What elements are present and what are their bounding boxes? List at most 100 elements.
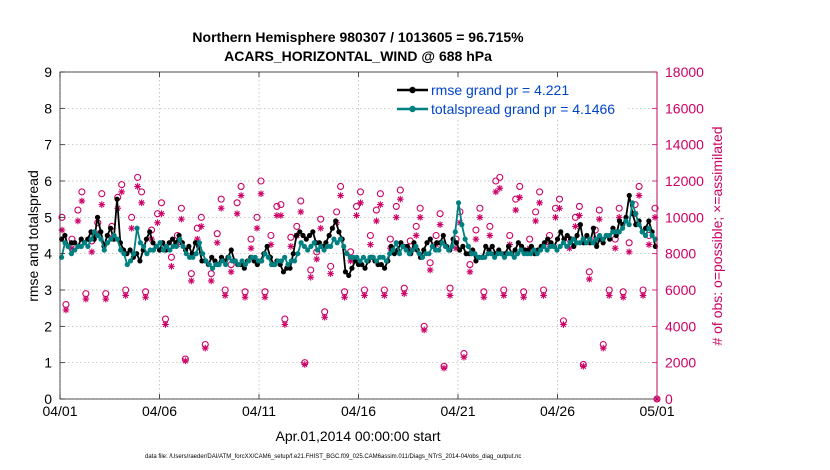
assimilated-obs-marker	[297, 208, 305, 216]
chart-subtitle: ACARS_HORIZONTAL_WIND @ 688 hPa	[224, 48, 492, 64]
x-tick-label: 05/01	[639, 403, 674, 419]
totalspread-point	[305, 247, 311, 253]
totalspread-point	[564, 243, 570, 249]
assimilated-obs-marker	[536, 199, 543, 207]
assimilated-obs-stroke	[381, 292, 388, 299]
x-axis-label: Apr.01,2014 00:00:00 start	[275, 428, 440, 444]
possible-obs-marker	[273, 202, 281, 210]
totalspread-point	[551, 243, 557, 249]
totalspread-point	[577, 240, 583, 246]
rmse-point	[362, 265, 368, 271]
rmse-point	[137, 258, 143, 264]
possible-obs-marker	[472, 226, 480, 234]
assimilated-obs-marker	[197, 223, 205, 230]
totalspread-point	[301, 243, 307, 249]
legend-box	[393, 79, 628, 119]
rmse-point	[98, 229, 104, 235]
totalspread-point	[183, 251, 189, 257]
legend-spread-label: totalspread grand pr = 4.1466	[431, 101, 615, 117]
assimilated-obs-stroke	[134, 183, 141, 190]
rmse-point	[346, 272, 352, 279]
totalspread-point	[150, 247, 157, 253]
assimilated-obs-stroke	[413, 232, 419, 239]
legend: rmse grand pr = 4.221 totalspread grand …	[393, 79, 628, 119]
totalspread-point	[370, 254, 376, 260]
assimilated-obs-stroke	[208, 278, 215, 284]
assimilated-obs-stroke	[158, 210, 165, 217]
assimilated-obs-marker	[532, 217, 539, 225]
totalspread-point	[91, 229, 98, 235]
rmse-point	[333, 218, 339, 224]
assimilated-obs-marker	[377, 201, 384, 208]
totalspread-point	[465, 243, 471, 249]
assimilated-obs-stroke	[59, 227, 65, 233]
totalspread-point	[396, 251, 403, 257]
x-tick-label: 04/06	[142, 403, 177, 419]
assimilated-obs-marker	[118, 188, 125, 196]
rmse-point	[453, 240, 459, 246]
totalspread-point	[118, 247, 124, 253]
assimilated-obs-marker	[168, 263, 175, 270]
assimilated-obs-stroke	[626, 249, 632, 255]
totalspread-point	[206, 261, 212, 268]
totalspread-point	[85, 243, 91, 249]
totalspread-point	[144, 251, 150, 257]
y2-tick-label: 18000	[665, 64, 704, 80]
x-tick-label: 04/16	[341, 403, 376, 419]
assimilated-obs-stroke	[516, 194, 523, 201]
assimilated-obs-marker	[62, 306, 70, 314]
error-series	[59, 192, 658, 279]
totalspread-point	[134, 225, 140, 231]
assimilated-obs-stroke	[79, 198, 85, 204]
possible-obs-marker	[237, 182, 245, 190]
possible-obs-marker	[293, 222, 301, 230]
assimilated-obs-stroke	[313, 256, 320, 262]
totalspread-point	[239, 258, 245, 264]
assimilated-obs-stroke	[397, 196, 404, 202]
rmse-point	[72, 240, 78, 246]
possible-obs-marker	[138, 188, 146, 196]
totalspread-point	[154, 243, 160, 249]
assimilated-obs-stroke	[337, 192, 344, 199]
totalspread-point	[265, 254, 271, 260]
assimilated-obs-marker	[576, 212, 583, 219]
possible-obs-marker	[187, 270, 195, 278]
assimilated-obs-stroke	[341, 294, 348, 301]
totalspread-point	[616, 229, 622, 235]
totalspread-point	[511, 254, 517, 260]
possible-obs-marker	[193, 224, 201, 232]
totalspread-point	[531, 247, 537, 253]
assimilated-obs-marker	[416, 214, 424, 221]
totalspread-point	[541, 243, 547, 249]
totalspread-point	[262, 251, 268, 257]
assimilated-obs-marker	[158, 210, 165, 217]
totalspread-point	[121, 251, 127, 257]
possible-obs-marker	[571, 213, 579, 221]
totalspread-point	[124, 261, 130, 268]
possible-obs-marker	[213, 230, 221, 238]
possible-obs-marker	[207, 270, 215, 278]
y-tick-label: 2	[44, 318, 52, 334]
possible-obs-marker	[651, 204, 659, 212]
x-tick-label: 04/11	[242, 403, 276, 419]
possible-obs-marker	[157, 199, 166, 207]
possible-obs-marker	[426, 259, 434, 267]
rmse-point	[329, 225, 336, 231]
possible-obs-marker	[307, 266, 315, 274]
assimilated-obs-marker	[540, 292, 547, 299]
totalspread-point	[291, 258, 298, 264]
possible-obs-marker	[506, 231, 514, 240]
assimilated-obs-stroke	[238, 192, 244, 199]
assimilated-obs-marker	[337, 192, 344, 199]
possible-obs-marker	[532, 208, 540, 216]
rmse-point	[107, 225, 114, 231]
totalspread-point	[242, 261, 248, 268]
assimilated-obs-stroke	[242, 294, 248, 301]
totalspread-point	[209, 265, 216, 271]
totalspread-point	[528, 251, 534, 257]
possible-obs-marker	[386, 235, 394, 243]
totalspread-point	[580, 236, 586, 242]
assimilated-obs-stroke	[481, 294, 487, 301]
assimilated-obs-marker	[241, 293, 249, 301]
rmse-point	[489, 243, 495, 249]
